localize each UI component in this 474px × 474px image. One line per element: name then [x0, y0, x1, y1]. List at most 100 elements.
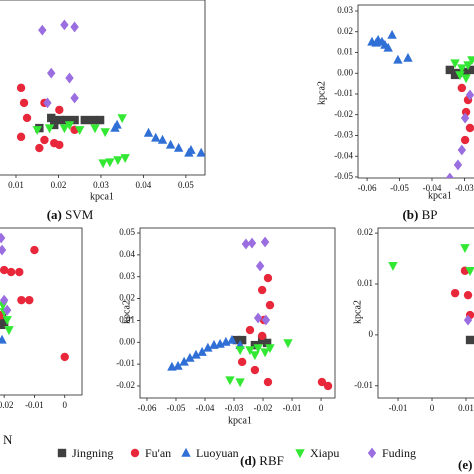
point — [165, 139, 176, 149]
point — [80, 115, 89, 125]
point — [186, 144, 196, 154]
point — [0, 301, 8, 311]
point — [317, 377, 327, 387]
point — [40, 135, 49, 145]
point — [0, 232, 6, 244]
point — [173, 142, 184, 152]
point — [455, 71, 465, 81]
plot-frame — [0, 227, 83, 396]
point — [265, 300, 275, 310]
point — [0, 294, 9, 306]
point — [445, 172, 455, 178]
point — [105, 158, 115, 168]
point — [15, 267, 24, 277]
point — [197, 346, 207, 356]
points — [388, 244, 474, 345]
point — [237, 357, 247, 367]
point — [88, 115, 98, 125]
point — [62, 115, 71, 125]
x-tick-label: -0.06 — [358, 183, 377, 193]
subplot: 0.01 0.02 0.03 0.04 0.05 kpca1 (a) SVM — [0, 0, 206, 222]
point — [60, 19, 69, 31]
x-tick-label: 0 — [62, 400, 67, 410]
point — [460, 67, 470, 77]
x-axis-label: kpca1 — [428, 190, 452, 201]
point — [250, 351, 260, 361]
x-tick-label: -0.01 — [389, 403, 408, 413]
y-tick-label: -0.04 — [334, 150, 353, 160]
points — [367, 29, 474, 178]
y-axis-label: kpca2 — [316, 81, 327, 105]
point — [151, 132, 161, 142]
point — [235, 346, 245, 356]
point — [47, 113, 56, 123]
point — [383, 42, 393, 52]
caption: N — [3, 432, 13, 447]
point — [460, 135, 470, 145]
point — [117, 114, 127, 124]
y-tick-label: 0.00 — [119, 336, 135, 346]
point — [70, 115, 79, 125]
legend-label: Jingning — [72, 446, 113, 460]
point — [463, 61, 473, 71]
point — [260, 236, 270, 248]
point — [250, 365, 260, 375]
point — [257, 285, 267, 295]
point — [185, 352, 195, 362]
point — [6, 267, 16, 277]
point — [98, 159, 108, 169]
x-tick-label: 0.05 — [178, 180, 194, 190]
point — [65, 72, 74, 84]
point — [457, 83, 467, 93]
caption-tag: (a) — [47, 207, 62, 222]
point — [263, 377, 273, 387]
point — [261, 314, 271, 326]
x-tick-label: 0.04 — [136, 180, 152, 190]
x-tick-label: 0 — [319, 403, 324, 413]
point — [35, 143, 44, 153]
point — [50, 120, 59, 130]
y-tick-label: 0 — [369, 329, 374, 339]
point — [295, 449, 305, 459]
subplot: -0.06 -0.05 -0.04 -0.03 -0.02 -0.01 0 0.05 0.04 0… — [116, 227, 336, 468]
point — [59, 124, 70, 134]
x-tick-label: -0.02 — [254, 403, 273, 413]
x-tick-label: 0.01 — [458, 403, 474, 413]
point — [2, 304, 12, 316]
subplot: -0.01 0 0.01 0.02 0.01 0 -0.01 kpca2 (e) — [352, 227, 474, 472]
point — [467, 65, 474, 75]
x-axis-label: kpca1 — [228, 415, 252, 426]
caption: (a) SVM — [47, 207, 94, 222]
point — [445, 65, 455, 75]
caption-tag: (b) — [402, 207, 418, 222]
legend-label: Luoyuan — [196, 446, 239, 460]
point — [70, 21, 79, 33]
point — [463, 290, 473, 300]
point — [463, 314, 473, 326]
point — [262, 338, 272, 348]
point — [232, 335, 242, 345]
x-tick-label: 0 — [430, 403, 435, 413]
caption-tag: (e) — [458, 457, 472, 472]
point — [457, 144, 467, 156]
point — [16, 83, 26, 93]
point — [263, 273, 273, 283]
legend-label: Fuding — [382, 446, 416, 460]
x-axis-label: kpca1 — [90, 191, 114, 202]
points — [16, 19, 205, 169]
y-tick-label: 0.02 — [357, 227, 373, 237]
point — [0, 320, 6, 330]
y-tick-label: -0.01 — [354, 380, 373, 390]
point — [0, 334, 7, 344]
x-tick-label: -0.05 — [390, 183, 409, 193]
point — [157, 134, 168, 144]
legend-label: Fu'an — [145, 446, 171, 460]
point — [16, 132, 26, 142]
point — [253, 312, 263, 324]
y-tick-label: 0.01 — [119, 314, 135, 324]
point — [225, 376, 235, 386]
plot-frame — [357, 4, 474, 179]
point — [0, 265, 9, 275]
points — [167, 236, 333, 391]
point — [38, 24, 47, 36]
